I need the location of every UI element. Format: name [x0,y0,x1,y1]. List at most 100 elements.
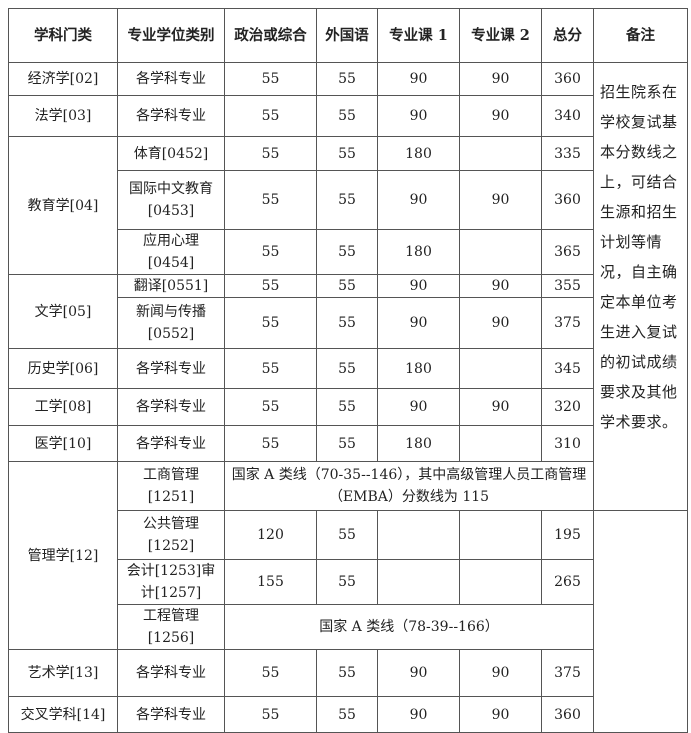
score-cell: 55 [224,425,317,462]
score-cell: 55 [316,388,378,426]
score-cell: 155 [224,559,317,605]
header-course2: 专业课 2 [459,8,542,63]
total-cell: 195 [541,510,594,560]
score-cell: 90 [377,95,460,137]
score-cell: 90 [459,388,542,426]
total-cell: 310 [541,425,594,462]
category-cell: 工商管理[1251] [117,461,225,511]
score-cell: 55 [316,62,378,96]
score-cell: 90 [459,297,542,349]
score-cell: 90 [459,62,542,96]
category-cell: 会计[1253]审计[1257] [117,559,225,605]
score-cell: 180 [377,136,460,171]
score-cell: 90 [377,297,460,349]
score-cell: 55 [224,297,317,349]
header-course1: 专业课 1 [377,8,460,63]
score-cell: 55 [224,274,317,298]
table-row: 工学[08] 各学科专业 55 55 90 90 320 [8,388,688,426]
score-cell [459,559,542,605]
table-row: 工程管理[1256] 国家 A 类线（78-39--166） [9,604,688,650]
header-language: 外国语 [316,8,378,63]
score-cell: 90 [459,95,542,137]
total-cell: 265 [541,559,594,605]
category-cell: 各学科专业 [117,425,225,462]
score-cell: 90 [459,170,542,230]
discipline-cell: 法学[03] [8,95,118,137]
score-cell: 90 [377,649,460,697]
total-cell: 375 [541,297,594,349]
score-cell: 90 [377,388,460,426]
table-row: 历史学[06] 各学科专业 55 55 180 345 [8,348,688,389]
category-cell: 各学科专业 [117,649,225,697]
score-cell: 55 [316,696,378,733]
discipline-cell: 教育学[04] [8,136,118,275]
merged-score-cell: 国家 A 类线（70-35--146），其中高级管理人员工商管理（EMBA）分数… [224,461,594,511]
score-table: 学科门类 专业学位类别 政治或综合 外国语 专业课 1 专业课 2 总分 备注 … [8,8,688,733]
category-cell: 新闻与传播[0552] [117,297,225,349]
discipline-cell: 历史学[06] [8,348,118,389]
discipline-cell: 经济学[02] [8,62,118,96]
table-row: 艺术学[13] 各学科专业 55 55 90 90 375 [8,649,688,697]
score-cell: 55 [316,559,378,605]
score-cell: 55 [316,95,378,137]
category-cell: 各学科专业 [117,95,225,137]
score-cell: 55 [224,388,317,426]
category-cell: 体育[0452] [117,136,225,171]
table-row: 教育学[04] 体育[0452] 55 55 180 335 [8,136,688,275]
score-cell: 90 [377,274,460,298]
header-discipline: 学科门类 [8,8,118,63]
score-cell: 55 [224,229,317,275]
score-cell: 90 [459,274,542,298]
header-total: 总分 [541,8,594,63]
header-category: 专业学位类别 [117,8,225,63]
category-cell: 各学科专业 [117,62,225,96]
score-cell: 90 [459,696,542,733]
score-cell: 180 [377,425,460,462]
score-cell: 180 [377,229,460,275]
table-row: 医学[10] 各学科专业 55 55 180 310 [8,425,688,462]
score-cell: 55 [316,297,378,349]
category-cell: 公共管理[1252] [117,510,225,560]
score-cell: 180 [377,348,460,389]
category-cell: 国际中文教育[0453] [117,170,225,230]
score-cell [377,559,460,605]
total-cell: 320 [541,388,594,426]
discipline-cell: 交叉学科[14] [8,696,118,733]
score-cell: 55 [316,136,378,171]
total-cell: 360 [541,696,594,733]
score-cell: 55 [316,274,378,298]
category-cell: 各学科专业 [117,348,225,389]
note-cell: 招生院系在学校复试基本分数线之上，可结合生源和招生计划等情况，自主确定本单位考生… [593,62,688,511]
score-cell: 55 [224,649,317,697]
score-cell: 55 [316,170,378,230]
category-cell: 各学科专业 [117,696,225,733]
score-cell: 55 [316,425,378,462]
merged-score-cell: 国家 A 类线（78-39--166） [224,604,594,650]
total-cell: 335 [541,136,594,171]
total-cell: 355 [541,274,594,298]
score-cell: 90 [377,62,460,96]
total-cell: 345 [541,348,594,389]
discipline-cell: 文学[05] [8,274,118,349]
category-cell: 应用心理[0454] [117,229,225,275]
table-row: 经济学[02] 各学科专业 55 55 90 90 360 招生院系在学校复试基… [8,62,688,511]
category-cell: 翻译[0551] [117,274,225,298]
table-row: 公共管理[1252] 120 55 195 [9,510,688,733]
score-cell: 55 [224,348,317,389]
score-cell: 55 [316,229,378,275]
discipline-cell: 医学[10] [8,425,118,462]
score-cell: 55 [224,696,317,733]
header-row: 学科门类 专业学位类别 政治或综合 外国语 专业课 1 专业课 2 总分 备注 [8,8,688,63]
score-cell [459,425,542,462]
note-blank-cell [593,510,688,733]
score-cell [459,348,542,389]
total-cell: 340 [541,95,594,137]
total-cell: 375 [541,649,594,697]
total-cell: 365 [541,229,594,275]
discipline-cell: 管理学[12] [8,461,118,650]
header-politics: 政治或综合 [224,8,317,63]
table-row: 会计[1253]审计[1257] 155 55 265 [9,559,688,605]
score-cell: 55 [316,649,378,697]
score-cell: 55 [316,348,378,389]
score-cell: 55 [224,136,317,171]
